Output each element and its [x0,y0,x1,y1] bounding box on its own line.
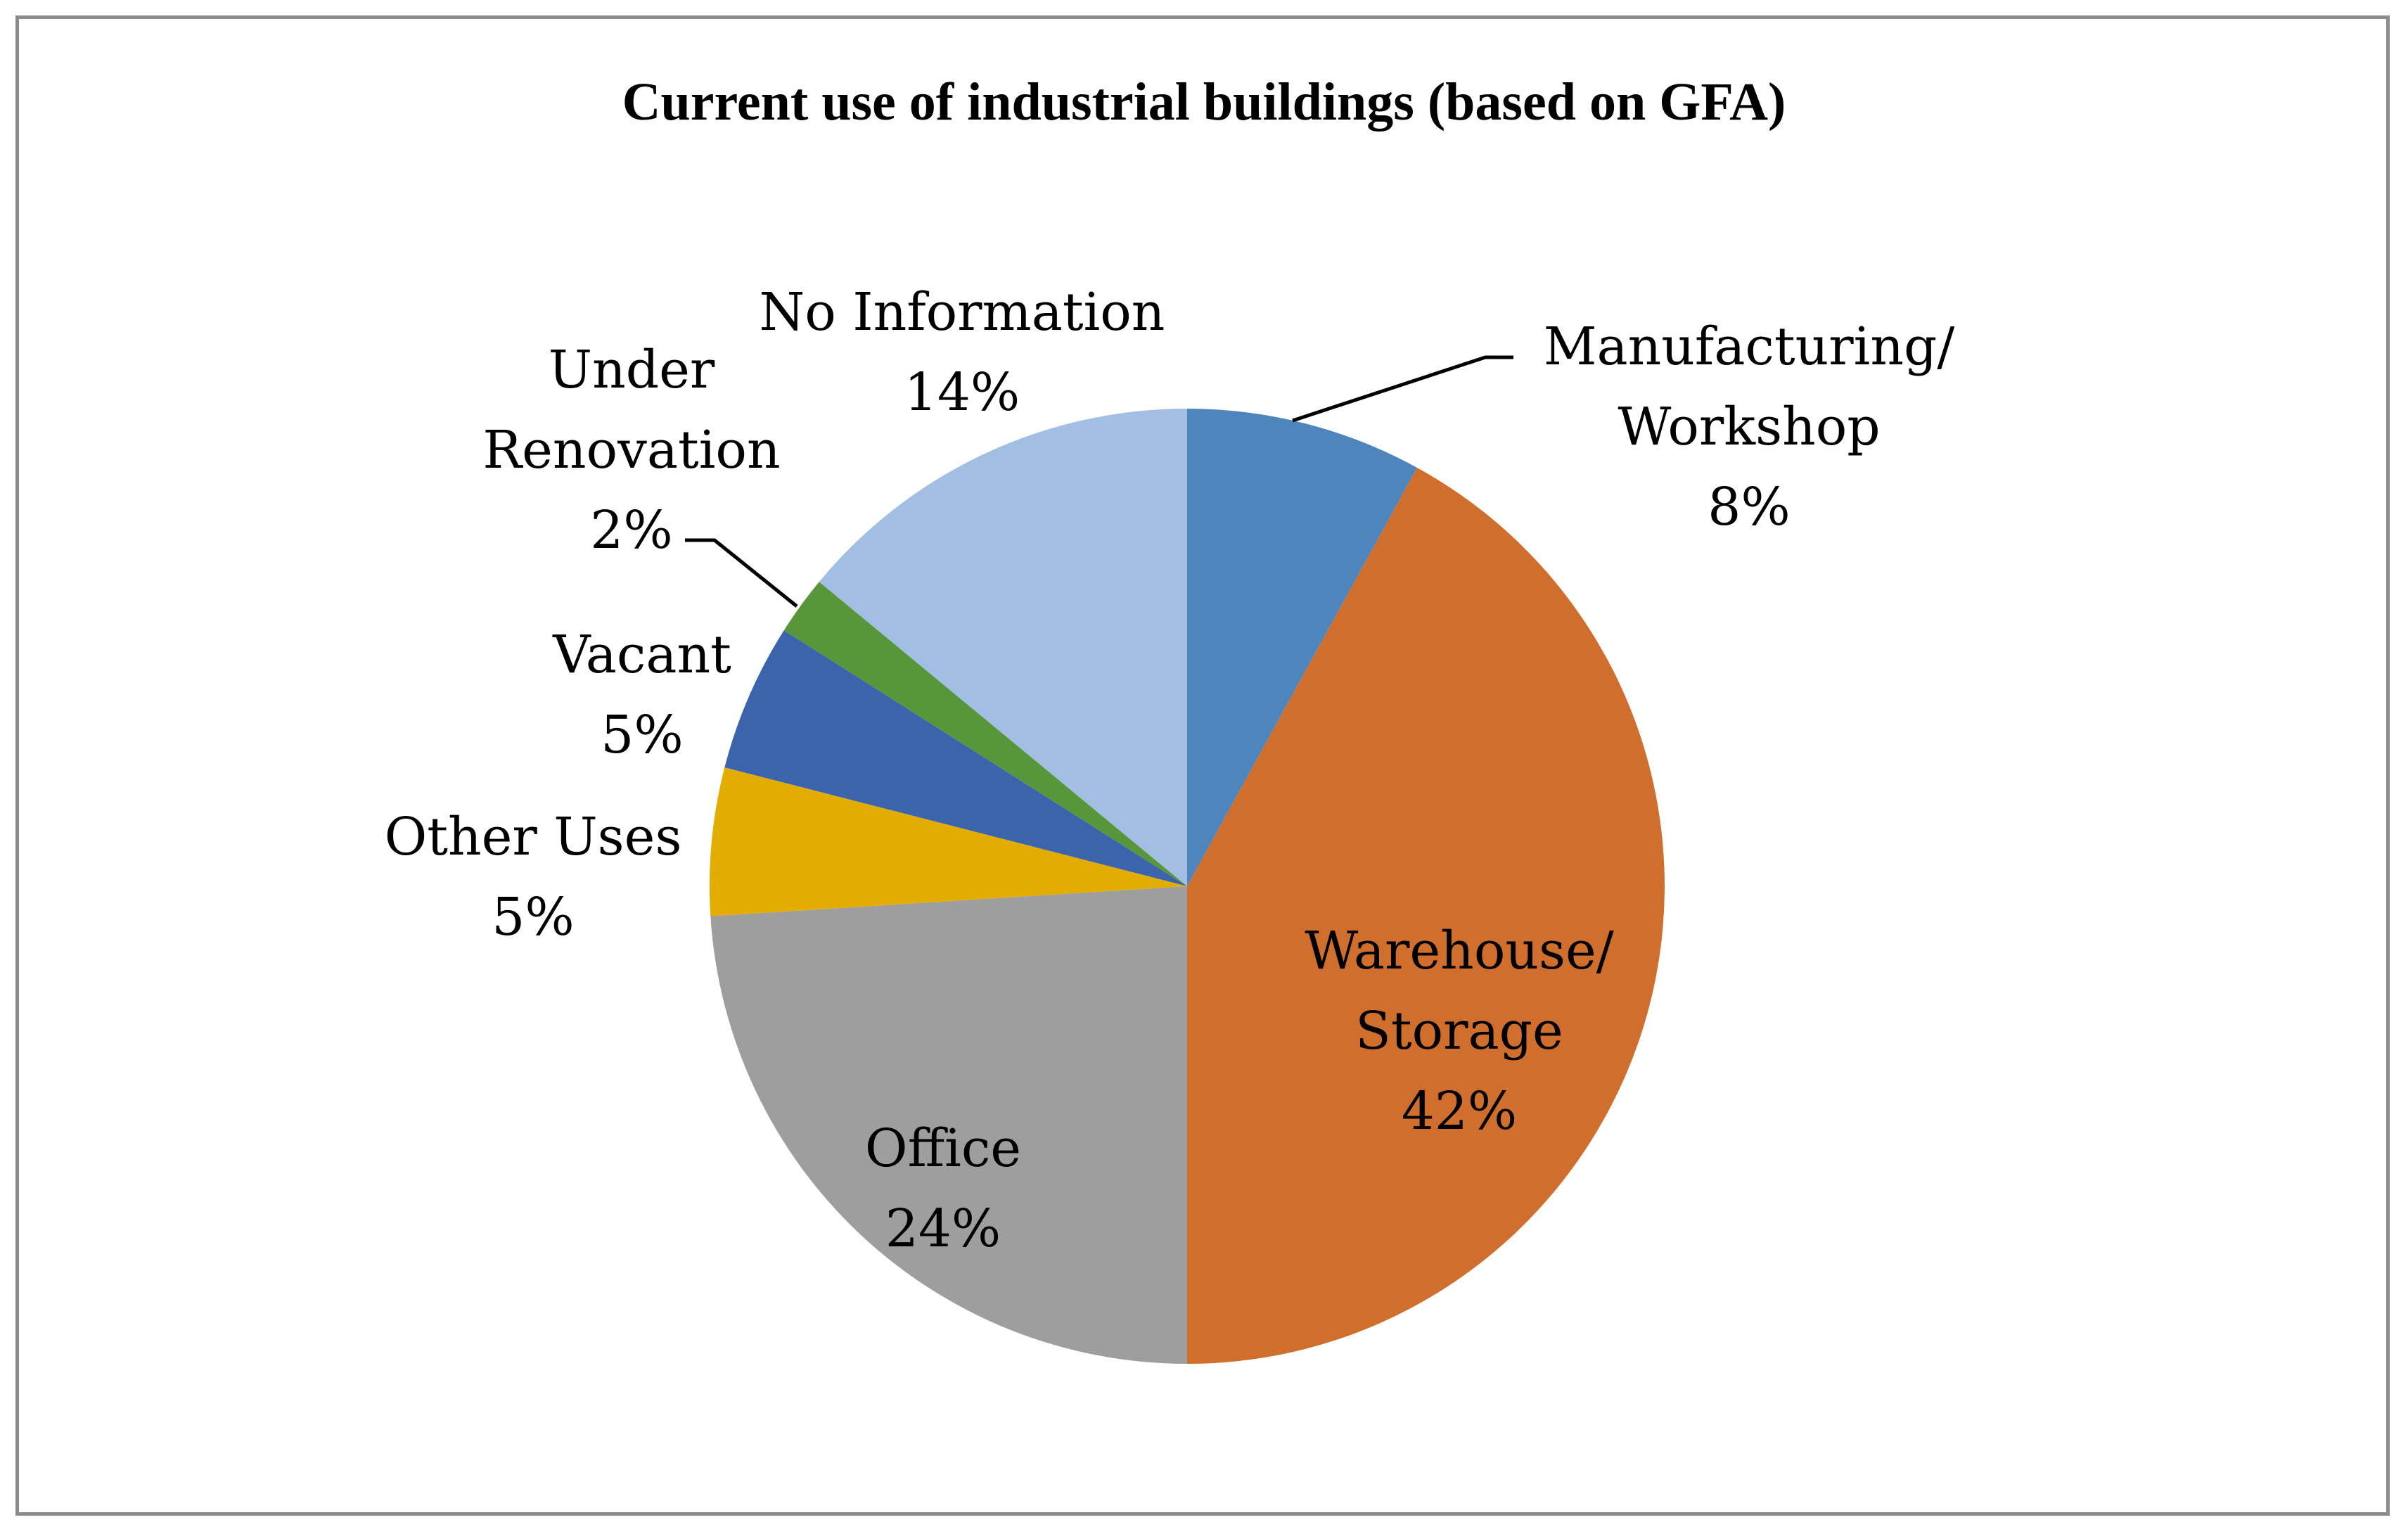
slice-value-line: 14% [904,362,1020,423]
pie-slice-other-uses [709,767,1187,916]
chart-border-frame [15,15,2390,1516]
pie-slices [709,409,1665,1364]
chart-title: Current use of industrial buildings (bas… [622,72,1786,132]
slice-label-line: Under [548,340,715,400]
pie-slice-vacant [724,630,1187,886]
pie-slice-manufacturing-workshop [1187,409,1418,886]
slice-label-vacant: Vacant 5% [553,615,731,775]
slice-label-warehouse-storage: Warehouse/ Storage 42% [1305,911,1613,1151]
slice-label-line: No Information [759,282,1165,343]
slice-label-line: Workshop [1618,397,1881,457]
slice-label-office: Office 24% [865,1108,1021,1269]
slice-label-line: Manufacturing/ [1543,317,1955,377]
slice-label-line: Renovation [482,420,781,480]
leader-line-manufacturing-workshop [1292,355,1513,423]
slice-label-under-renovation: Under Renovation 2% [482,330,780,570]
slice-value-line: 42% [1401,1081,1518,1142]
slice-label-line: Other Uses [384,807,682,867]
slice-label-line: Office [864,1118,1022,1179]
slice-value-line: 2% [590,500,673,561]
pie-slice-office [710,886,1187,1364]
slice-value-line: 24% [885,1199,1001,1259]
slice-value-line: 8% [1708,477,1791,537]
slice-value-line: 5% [492,887,575,947]
slice-label-line: Storage [1355,1001,1563,1061]
slice-label-manufacturing-workshop: Manufacturing/ Workshop 8% [1544,307,1955,547]
pie-slice-warehouse-storage [1187,468,1665,1364]
slice-label-line: Warehouse/ [1305,921,1614,981]
slice-value-line: 5% [601,705,684,765]
slice-label-no-information: No Information 14% [760,272,1165,433]
slice-label-other-uses: Other Uses 5% [385,797,682,957]
leader-line-under-renovation [685,538,798,608]
pie-slice-no-information [819,409,1187,886]
slice-label-line: Vacant [553,625,731,685]
pie-slice-under-renovation [783,582,1187,886]
